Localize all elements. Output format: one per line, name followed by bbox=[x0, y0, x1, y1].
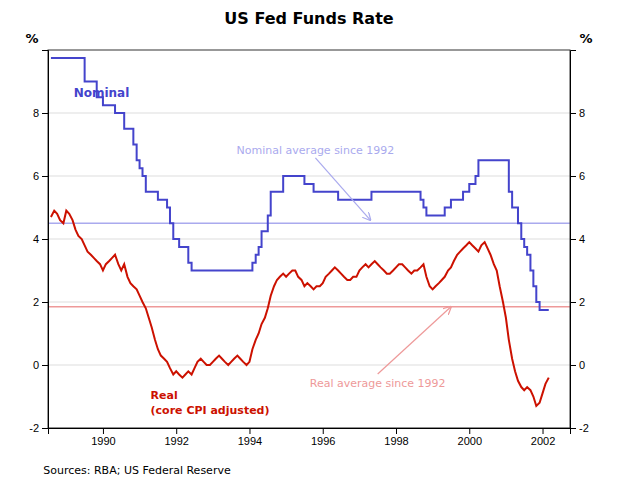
tick-label: 2 bbox=[579, 296, 585, 308]
tick-mark bbox=[570, 302, 576, 303]
y2-axis-label: % bbox=[579, 31, 592, 46]
grid-line bbox=[48, 176, 570, 177]
tick-label: 1992 bbox=[164, 435, 188, 447]
tick-mark bbox=[570, 365, 576, 366]
tick-label: 0 bbox=[33, 359, 39, 371]
annotation: Real (core CPI adjusted) bbox=[151, 389, 270, 417]
tick-mark bbox=[176, 428, 177, 434]
axis-line bbox=[49, 429, 571, 435]
tick-label: 4 bbox=[33, 233, 39, 245]
grid-line bbox=[48, 113, 570, 114]
tick: 1992 bbox=[164, 428, 188, 447]
tick-label: 0 bbox=[579, 359, 585, 371]
grid-line bbox=[48, 365, 570, 366]
tick-mark bbox=[323, 428, 324, 434]
tick-label: 1996 bbox=[311, 435, 335, 447]
step-line bbox=[51, 58, 549, 310]
tick-mark bbox=[543, 428, 544, 434]
tick: 1990 bbox=[91, 428, 115, 447]
tick: 0 bbox=[33, 359, 48, 371]
average-line bbox=[48, 306, 570, 308]
tick-label: 4 bbox=[579, 233, 585, 245]
tick: 1994 bbox=[238, 428, 262, 447]
tick-label: 1998 bbox=[384, 435, 408, 447]
tick: 6 bbox=[33, 170, 48, 182]
y-axis: -2 0 2 4 6 8 bbox=[29, 51, 48, 435]
tick-mark bbox=[42, 176, 48, 177]
tick-label: 6 bbox=[579, 170, 585, 182]
tick: 4 bbox=[33, 233, 48, 245]
tick: -2 bbox=[29, 422, 48, 434]
x-axis: 1990 1992 1994 1996 1998 2000 2002 bbox=[49, 428, 571, 447]
tick: 2 bbox=[570, 296, 585, 308]
chart: 1990 1992 1994 1996 1998 2000 2002 -2 0 2 4 6 8 -2 0 2 4… bbox=[0, 0, 618, 482]
tick-label: 2 bbox=[33, 296, 39, 308]
annotation-line: Nominal average since 1992 bbox=[237, 144, 395, 157]
annotations: Nominal Real (core CPI adjusted) Nominal av… bbox=[74, 86, 451, 417]
plot-area bbox=[48, 58, 570, 406]
tick-mark bbox=[570, 239, 576, 240]
tick-label: 6 bbox=[33, 170, 39, 182]
source: Sources: RBA; US Federal Reserve bbox=[43, 464, 231, 477]
tick-label: 1994 bbox=[238, 435, 262, 447]
tick-mark bbox=[249, 428, 250, 434]
tick: -2 bbox=[570, 422, 589, 434]
plot-frame bbox=[48, 50, 570, 428]
tick-mark bbox=[42, 428, 48, 429]
annotation-line: Real average since 1992 bbox=[310, 377, 446, 390]
tick: 6 bbox=[570, 170, 585, 182]
tick: 4 bbox=[570, 233, 585, 245]
tick-label: -2 bbox=[579, 422, 589, 434]
axis-line bbox=[571, 51, 577, 429]
tick-mark bbox=[570, 428, 576, 429]
annotation: Real average since 1992 bbox=[310, 377, 446, 390]
tick-mark bbox=[570, 113, 576, 114]
annotation-arrow bbox=[315, 158, 370, 220]
annotation: Nominal average since 1992 bbox=[237, 144, 395, 157]
annotation-line: (core CPI adjusted) bbox=[151, 404, 270, 417]
annotation-arrow bbox=[378, 307, 451, 374]
grid-line bbox=[48, 239, 570, 240]
y-axis-label: % bbox=[25, 31, 38, 46]
average-line bbox=[48, 223, 570, 225]
tick-mark bbox=[42, 113, 48, 114]
tick-mark bbox=[42, 365, 48, 366]
annotation: Nominal bbox=[74, 86, 130, 100]
tick: 8 bbox=[33, 107, 48, 119]
y2-axis: -2 0 2 4 6 8 bbox=[570, 51, 589, 435]
tick-mark bbox=[103, 428, 104, 434]
tick-mark bbox=[396, 428, 397, 434]
tick: 1996 bbox=[311, 428, 335, 447]
tick-label: 8 bbox=[579, 107, 585, 119]
tick: 2000 bbox=[458, 428, 482, 447]
tick-label: 1990 bbox=[91, 435, 115, 447]
tick: 0 bbox=[570, 359, 585, 371]
tick: 2 bbox=[33, 296, 48, 308]
tick-mark bbox=[469, 428, 470, 434]
tick-label: 8 bbox=[33, 107, 39, 119]
grid-line bbox=[48, 302, 570, 303]
tick: 8 bbox=[570, 107, 585, 119]
tick: 1998 bbox=[384, 428, 408, 447]
tick-label: -2 bbox=[29, 422, 39, 434]
axis-line bbox=[42, 51, 49, 429]
tick-mark bbox=[42, 239, 48, 240]
line bbox=[51, 211, 549, 406]
title: US Fed Funds Rate bbox=[224, 9, 393, 28]
tick: 2002 bbox=[531, 428, 555, 447]
tick-label: 2002 bbox=[531, 435, 555, 447]
tick-mark bbox=[570, 176, 576, 177]
annotation-line: Real bbox=[151, 389, 178, 402]
annotation-line: Nominal bbox=[74, 86, 130, 100]
tick-mark bbox=[42, 302, 48, 303]
tick-label: 2000 bbox=[458, 435, 482, 447]
